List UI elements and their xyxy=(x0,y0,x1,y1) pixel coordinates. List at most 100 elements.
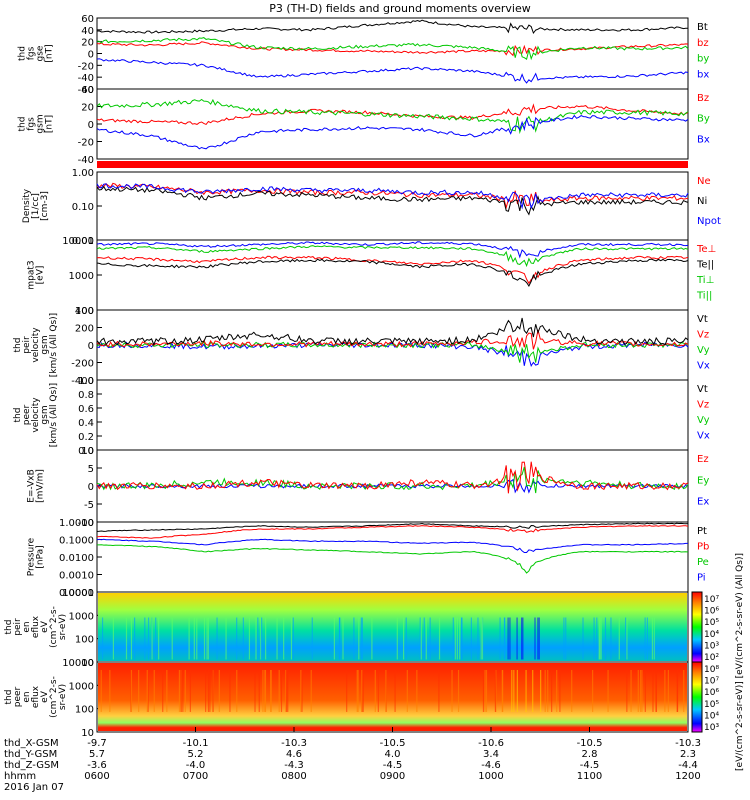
spectrogram-streak xyxy=(544,670,546,712)
spectrogram-streak xyxy=(639,670,642,712)
spectrogram-streak xyxy=(206,617,208,660)
y-tick-label: -60 xyxy=(78,85,94,96)
efield-line xyxy=(96,461,689,494)
spectrogram-streak xyxy=(406,670,408,712)
x-tick-label: -10.1 xyxy=(183,738,209,749)
spectrogram-streak xyxy=(188,617,190,660)
spectrogram-streak xyxy=(423,617,425,660)
spectrogram-streak xyxy=(429,617,431,660)
spectrogram-streak xyxy=(207,617,209,660)
spectrogram-streak xyxy=(262,670,264,712)
spectrogram-streak xyxy=(216,617,218,660)
spectrogram-streak xyxy=(396,617,398,660)
spectrogram-streak xyxy=(534,617,536,660)
spectrogram-streak xyxy=(405,617,407,660)
pressure-line xyxy=(96,522,689,532)
y-tick-label: -40 xyxy=(78,73,94,84)
peir-velocity-line xyxy=(96,329,689,350)
y-tick-label: 5 xyxy=(88,464,94,475)
spectrogram-streak xyxy=(394,670,396,712)
spectrogram-streak xyxy=(147,617,150,660)
x-tick-label: 4.0 xyxy=(385,749,401,760)
y-label-line: [km/s (All Qs)] xyxy=(49,313,59,377)
y-label-line: eV xyxy=(40,620,50,633)
spectrogram-streak xyxy=(547,670,549,712)
spectrogram-streak xyxy=(571,670,573,712)
y-axis-label: thd peir velocity gsm [km/s (All Qs)] xyxy=(13,313,59,377)
y-tick-label: 10 xyxy=(81,446,94,457)
y-label-line: peir xyxy=(13,618,23,636)
y-tick-label: 0.6 xyxy=(78,404,94,415)
y-tick-label: 0.1000 xyxy=(59,536,94,547)
y-label-line: Pressure xyxy=(27,537,37,576)
colorbar-tick: 10⁷ xyxy=(704,595,719,605)
colorbar-tick: 10⁶ xyxy=(704,607,719,617)
spectrogram-streak xyxy=(171,617,173,660)
panel-peer-velocity: 1.0 0.8 0.6 0.4 0.2 0.0 thd peer velocity gsm [km/… xyxy=(13,376,710,457)
y-tick-label: 0.2 xyxy=(78,432,94,443)
spectrogram-streak xyxy=(504,617,506,660)
spectrogram-streak xyxy=(151,617,153,660)
pressure-line xyxy=(97,544,689,574)
spectrogram-streak xyxy=(537,617,539,660)
spectrogram-streak xyxy=(651,617,653,660)
spectrogram-streak xyxy=(646,617,648,660)
spectrogram-streak xyxy=(511,670,513,712)
legend-entry: Ni xyxy=(697,196,707,207)
spectrogram-streak xyxy=(454,617,456,660)
spectrogram-streak xyxy=(207,670,210,712)
x-tick-label: -3.6 xyxy=(87,760,107,771)
y-tick-label: 100 xyxy=(75,705,94,716)
panel-frame xyxy=(96,521,689,593)
colorbar-gradient xyxy=(691,591,703,663)
spectrogram-streak xyxy=(242,617,244,660)
spectrogram-streak xyxy=(264,670,267,712)
y-tick-label: 0 xyxy=(88,120,94,131)
y-tick-label: 10000 xyxy=(62,236,94,247)
y-tick-label: -40 xyxy=(78,155,94,166)
x-tick-label: 5.2 xyxy=(188,749,204,760)
x-tick-label: 1200 xyxy=(675,771,700,782)
y-label-line: (cm^2-s- xyxy=(49,606,59,648)
y-label-line: gsm xyxy=(40,335,50,354)
y-tick-label: 0 xyxy=(88,482,94,493)
density-line xyxy=(96,185,689,216)
spectrogram-streak xyxy=(311,617,313,660)
panel-temperature: 10000 1000 100 mpat3 [eV] Te⊥ Te|| Ti⊥ Ti|| xyxy=(27,236,717,317)
y-label-line: thd xyxy=(13,408,23,423)
y-label-line: fgs xyxy=(27,46,37,60)
legend-entry: Te⊥ xyxy=(696,244,716,255)
y-label-line: [nPa] xyxy=(36,545,46,568)
pressure-line xyxy=(96,538,688,553)
y-label-line: [km/s (All Qs)] xyxy=(49,383,59,447)
colorbar-tick: 10⁶ xyxy=(704,688,719,698)
spectrogram-streak xyxy=(484,670,486,712)
x-tick-label: -9.7 xyxy=(87,738,107,749)
y-label-line: eV xyxy=(40,690,50,703)
spectrogram-streak xyxy=(361,617,363,660)
spectrogram-streak xyxy=(254,670,256,712)
colorbar-tick: 10⁴ xyxy=(704,630,719,640)
mode-bar xyxy=(97,161,688,168)
spectrogram-streak xyxy=(134,617,136,660)
spectrogram-streak xyxy=(653,617,655,660)
x-tick-label: -10.3 xyxy=(675,738,701,749)
spectrogram-streak xyxy=(521,617,523,660)
spectrogram-streak xyxy=(101,617,104,660)
y-axis-label: mpat3 [eV] xyxy=(27,260,46,289)
panel-frame xyxy=(96,17,689,90)
spectrogram-streak xyxy=(280,670,283,712)
x-row-label: 2016 Jan 07 xyxy=(4,782,64,793)
spectrogram-streak xyxy=(203,617,206,660)
legend-entry: Ti⊥ xyxy=(696,275,714,286)
panel-fgs-gsm: 40 20 0 -20 -40 thd fgs gsm [nT] Bz By Bx xyxy=(18,85,710,168)
spectrogram-streak xyxy=(264,670,266,712)
legend-entry: Pe xyxy=(697,557,709,568)
y-tick-label: 10000 xyxy=(62,588,94,599)
spectrogram-streak xyxy=(212,670,214,712)
spectrogram-streak xyxy=(509,617,511,660)
x-tick-label: -10.3 xyxy=(281,738,307,749)
spectrogram-streak xyxy=(166,670,168,712)
